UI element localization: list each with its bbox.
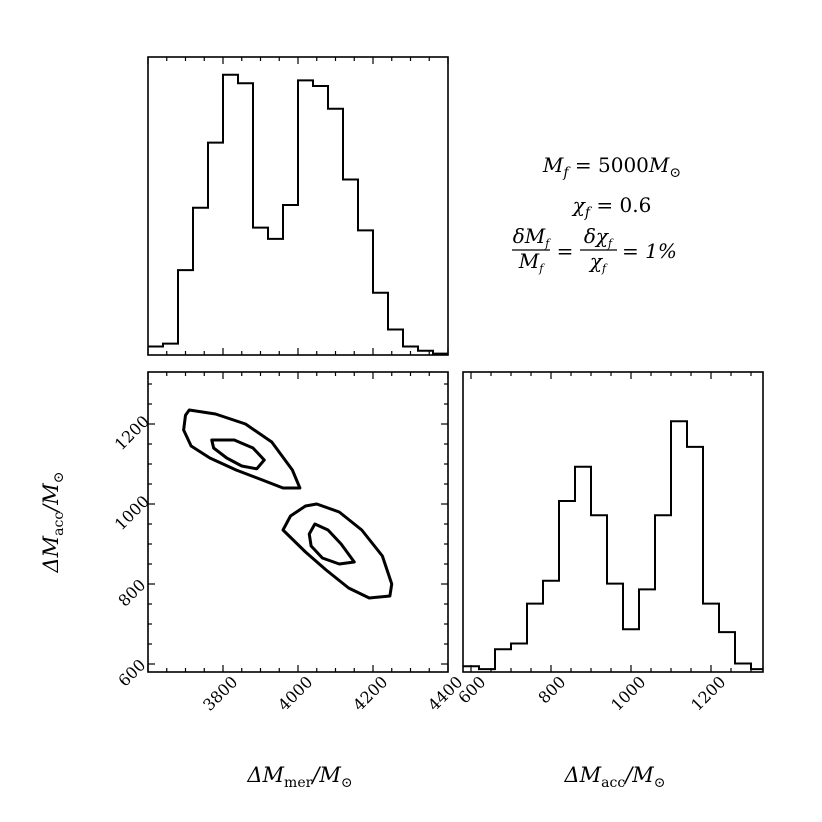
contour-y-tick-labels: 600 800 1000 1200 (111, 412, 153, 691)
mer-histogram-steps (148, 73, 448, 355)
contour-x-tick-labels: 3800 4000 4200 4400 (199, 672, 466, 714)
contour-ticks (147, 372, 449, 672)
acc-x-axis-label: ΔMacc/M⊙ (563, 763, 665, 791)
contour-y-tick-label: 600 (114, 655, 149, 690)
annotation-spin: χf = 0.6 (571, 193, 652, 221)
contour-y-axis-label: ΔMacc/M⊙ (39, 471, 67, 573)
acc-histogram-frame (462, 371, 764, 673)
contour-x-tick-label: 4000 (274, 672, 316, 714)
mer-histogram-ticks (147, 57, 449, 355)
contour-x-tick-label: 3800 (199, 672, 241, 714)
frac1-numerator: δMf (513, 224, 552, 250)
annotation-uncertainty: δMf Mf = δχf χf = 1% (512, 224, 677, 275)
contours-group (182, 408, 394, 600)
acc-x-tick-label: 1000 (607, 672, 649, 714)
annotation-mass: Mf = 5000M⊙ (542, 153, 681, 181)
frac2-numerator: δχf (584, 224, 614, 250)
contour-outer-2 (281, 502, 394, 600)
frac2-denominator: χf (588, 249, 608, 275)
frac1-denominator: Mf (518, 249, 545, 275)
contour-x-axis-label: ΔMmer/M⊙ (246, 763, 352, 791)
contour-y-tick-label: 1000 (111, 492, 153, 534)
equals-sign: = (557, 239, 574, 263)
percent-value: = 1% (622, 239, 677, 263)
contour-y-tick-label: 800 (114, 575, 149, 610)
mer-histogram-panel (147, 56, 449, 356)
contour-inner-1 (210, 438, 266, 471)
acc-x-tick-label: 800 (534, 672, 569, 707)
parameter-annotation: Mf = 5000M⊙ χf = 0.6 δMf Mf = δχf χf = 1… (512, 153, 681, 275)
acc-histogram-ticks (470, 372, 752, 672)
contour-inner-3 (307, 522, 356, 566)
contour-panel (147, 371, 449, 673)
acc-x-tick-label: 600 (454, 672, 489, 707)
contour-frame (147, 371, 449, 673)
acc-x-tick-label: 1200 (687, 672, 729, 714)
contour-x-tick-label: 4200 (349, 672, 391, 714)
contour-outer-0 (182, 408, 302, 490)
contour-y-tick-label: 1200 (111, 412, 153, 454)
acc-x-tick-labels: 600 800 1000 1200 (454, 672, 729, 714)
acc-histogram-steps (463, 420, 763, 671)
acc-histogram-panel (462, 371, 764, 673)
